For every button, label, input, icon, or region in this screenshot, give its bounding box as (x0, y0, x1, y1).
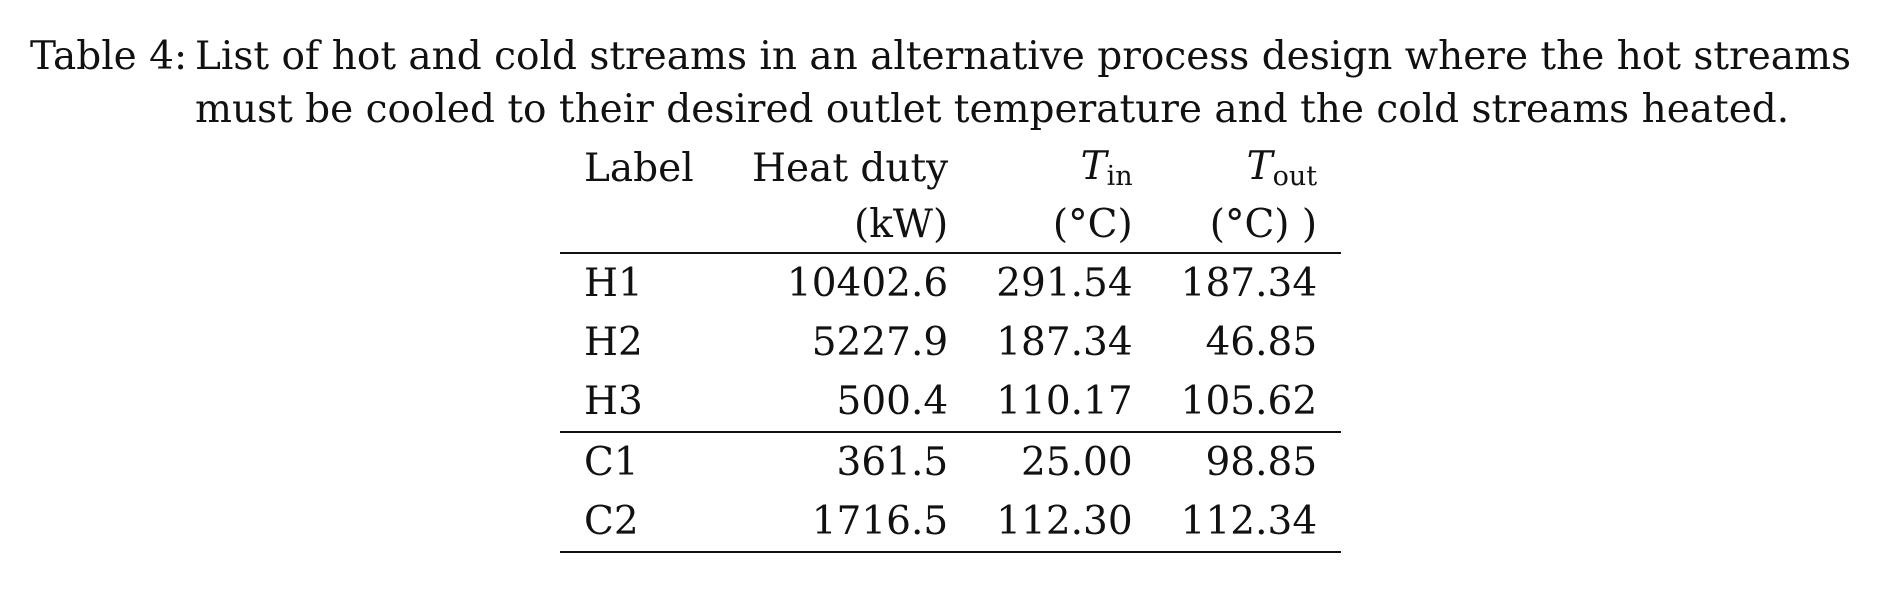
caption-text: List of hot and cold streams in an alter… (195, 30, 1852, 136)
units-label-empty (560, 196, 728, 254)
cell-label: H3 (560, 372, 728, 433)
unit-t-in: (°C) (972, 196, 1157, 254)
header-heat-duty: Heat duty (752, 145, 949, 191)
unit-heat-duty: (kW) (728, 196, 973, 254)
table-caption: Table 4: List of hot and cold streams in… (30, 30, 1852, 136)
t-out-symbol: T (1246, 144, 1273, 189)
t-out-subscript: out (1272, 161, 1318, 192)
caption-line-2: must be cooled to their desired outlet t… (195, 87, 1790, 132)
cell-heat-duty: 10402.6 (786, 261, 949, 306)
units-row: (kW) (°C) (°C) ) (560, 196, 1342, 254)
cell-t-in: 187.34 (996, 320, 1133, 365)
cell-heat-duty: 500.4 (728, 372, 973, 433)
cell-t-in: 291.54 (996, 261, 1133, 306)
cell-label: H1 (584, 261, 643, 306)
cell-heat-duty: 361.5 (836, 440, 949, 485)
table-row: H1 10402.6 291.54 187.34 (560, 253, 1341, 313)
table-row: H2 5227.9 187.34 46.85 (560, 313, 1341, 372)
cell-label: C1 (584, 440, 639, 485)
cell-label: H2 (584, 320, 643, 365)
unit-t-out: (°C) ) (1156, 196, 1342, 254)
cell-t-in: 110.17 (972, 372, 1157, 433)
caption-line-1: List of hot and cold streams in an alter… (195, 34, 1852, 79)
header-t-out: Tout (1157, 140, 1341, 196)
header-row: Label Heat duty Tin Tout (560, 140, 1341, 196)
streams-table: Label Heat duty Tin Tout (kW) (°C) (°C) … (560, 140, 1342, 553)
cell-t-out: 98.85 (1205, 440, 1318, 485)
cell-heat-duty: 1716.5 (728, 492, 973, 553)
cell-t-out: 105.62 (1156, 372, 1342, 433)
header-t-in: Tin (972, 140, 1156, 196)
t-in-symbol: T (1080, 144, 1107, 189)
cell-t-in: 112.30 (972, 492, 1157, 553)
cell-t-out: 187.34 (1180, 261, 1318, 306)
cell-t-out: 46.85 (1205, 320, 1318, 365)
table-row: H3 500.4 110.17 105.62 (560, 372, 1342, 433)
cell-t-in: 25.00 (1021, 440, 1133, 485)
cell-t-out: 112.34 (1156, 492, 1342, 553)
table-row: C1 361.5 25.00 98.85 (560, 432, 1341, 492)
caption-label: Table 4: (30, 34, 188, 79)
table-row: C2 1716.5 112.30 112.34 (560, 492, 1342, 553)
t-in-subscript: in (1106, 161, 1133, 192)
header-label: Label (584, 145, 694, 191)
cell-heat-duty: 5227.9 (811, 320, 949, 365)
cell-label: C2 (560, 492, 728, 553)
